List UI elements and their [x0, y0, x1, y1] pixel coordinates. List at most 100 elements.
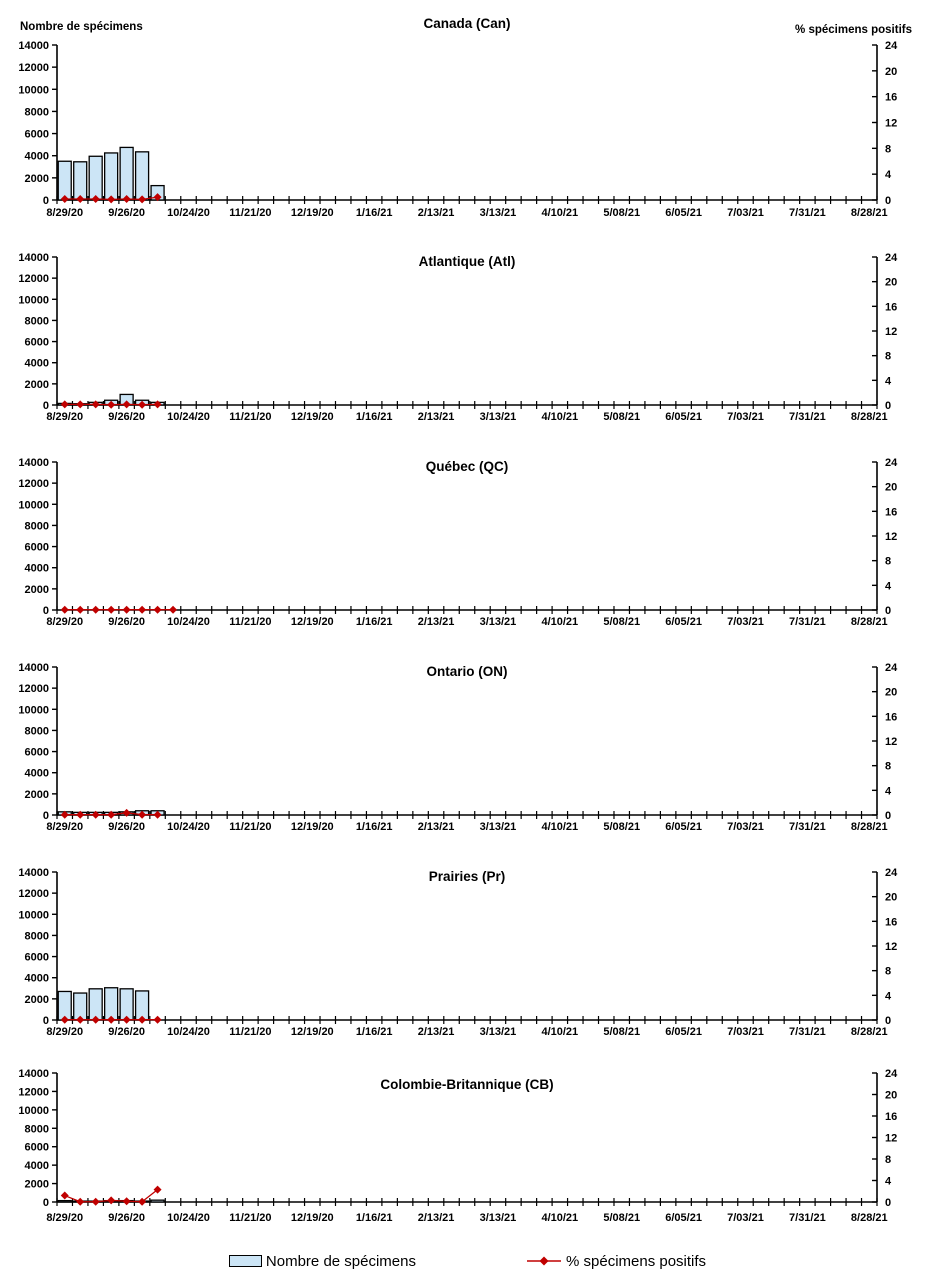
chart-legend: Nombre de spécimens % spécimens positifs — [0, 1236, 935, 1286]
y-left-tick-label: 2000 — [25, 379, 49, 391]
y-right-tick-label: 12 — [885, 736, 897, 748]
y-left-tick-label: 10000 — [18, 499, 49, 511]
specimen-bar — [89, 989, 102, 1020]
y-left-tick-label: 10000 — [18, 704, 49, 716]
x-tick-label: 5/08/21 — [603, 411, 640, 423]
y-left-tick-label: 6000 — [25, 747, 49, 759]
y-right-tick-label: 0 — [885, 195, 891, 207]
y-left-tick-label: 0 — [43, 1197, 49, 1209]
x-tick-label: 7/31/21 — [789, 1026, 826, 1038]
y-left-tick-label: 14000 — [18, 457, 49, 469]
specimen-bar — [151, 1200, 164, 1202]
y-left-tick-label: 2000 — [25, 994, 49, 1006]
x-tick-label: 10/24/20 — [167, 1212, 210, 1224]
specimen-bar — [120, 147, 133, 200]
specimen-bar — [58, 1201, 71, 1202]
x-tick-label: 5/08/21 — [603, 616, 640, 628]
x-tick-label: 2/13/21 — [418, 1212, 455, 1224]
panel-title: Ontario (ON) — [427, 664, 508, 679]
x-tick-label: 8/29/20 — [46, 1026, 83, 1038]
y-left-tick-label: 2000 — [25, 789, 49, 801]
y-left-tick-label: 12000 — [18, 62, 49, 74]
pct-positive-marker — [107, 606, 115, 614]
x-tick-label: 1/16/21 — [356, 821, 393, 833]
x-tick-label: 5/08/21 — [603, 821, 640, 833]
x-tick-label: 2/13/21 — [418, 821, 455, 833]
x-tick-label: 7/03/21 — [727, 821, 764, 833]
x-tick-label: 7/31/21 — [789, 1212, 826, 1224]
pct-line-diamond-swatch — [526, 1255, 562, 1267]
y-right-tick-label: 4 — [885, 1176, 892, 1188]
pct-positive-marker — [169, 606, 177, 614]
y-left-tick-label: 4000 — [25, 151, 49, 163]
y-right-tick-label: 20 — [885, 66, 897, 78]
y-left-axis-title: Nombre de spécimens — [20, 21, 143, 33]
x-tick-label: 5/08/21 — [603, 207, 640, 219]
y-right-tick-label: 24 — [885, 252, 898, 264]
x-tick-label: 8/29/20 — [46, 207, 83, 219]
y-right-tick-label: 20 — [885, 1090, 897, 1102]
y-left-tick-label: 10000 — [18, 909, 49, 921]
y-left-tick-label: 10000 — [18, 84, 49, 96]
y-right-tick-label: 16 — [885, 92, 897, 104]
x-tick-label: 8/29/20 — [46, 411, 83, 423]
x-tick-label: 4/10/21 — [541, 1212, 578, 1224]
y-right-tick-label: 20 — [885, 277, 897, 289]
pct-positive-marker — [107, 1196, 115, 1204]
x-tick-label: 6/05/21 — [665, 616, 702, 628]
x-tick-label: 12/19/20 — [291, 1212, 334, 1224]
y-left-tick-label: 10000 — [18, 1105, 49, 1117]
x-tick-label: 2/13/21 — [418, 616, 455, 628]
x-tick-label: 4/10/21 — [541, 411, 578, 423]
x-tick-label: 11/21/20 — [229, 207, 271, 219]
panel-title: Prairies (Pr) — [429, 869, 506, 884]
y-left-tick-label: 8000 — [25, 930, 49, 942]
x-tick-label: 12/19/20 — [291, 1026, 334, 1038]
panel-title: Atlantique (Atl) — [419, 254, 516, 269]
specimen-bar — [136, 152, 149, 200]
y-left-tick-label: 6000 — [25, 1142, 49, 1154]
y-right-tick-label: 12 — [885, 941, 897, 953]
legend-item-specimens: Nombre de spécimens — [229, 1253, 416, 1270]
y-right-tick-label: 8 — [885, 966, 891, 978]
y-left-tick-label: 14000 — [18, 662, 49, 674]
x-tick-label: 7/03/21 — [727, 207, 764, 219]
y-left-tick-label: 6000 — [25, 337, 49, 349]
x-tick-label: 9/26/20 — [108, 411, 145, 423]
x-tick-label: 1/16/21 — [356, 1212, 393, 1224]
y-right-tick-label: 20 — [885, 892, 897, 904]
y-left-tick-label: 4000 — [25, 563, 49, 575]
y-right-tick-label: 4 — [885, 580, 892, 592]
y-left-tick-label: 14000 — [18, 1068, 49, 1080]
y-right-tick-label: 24 — [885, 457, 898, 469]
y-right-tick-label: 12 — [885, 326, 897, 338]
pct-positive-marker — [76, 1198, 84, 1206]
y-left-tick-label: 8000 — [25, 315, 49, 327]
x-tick-label: 11/21/20 — [229, 821, 271, 833]
y-left-tick-label: 2000 — [25, 173, 49, 185]
y-right-tick-label: 12 — [885, 118, 897, 130]
x-tick-label: 10/24/20 — [167, 1026, 210, 1038]
pct-positive-marker — [154, 400, 162, 408]
x-tick-label: 3/13/21 — [480, 207, 517, 219]
pct-positive-marker — [138, 606, 146, 614]
y-left-tick-label: 12000 — [18, 888, 49, 900]
x-tick-label: 1/16/21 — [356, 207, 393, 219]
x-tick-label: 12/19/20 — [291, 411, 334, 423]
chart-svg: 0200040006000800010000120001400004812162… — [0, 0, 935, 228]
y-left-tick-label: 2000 — [25, 1179, 49, 1191]
pct-positive-marker — [76, 606, 84, 614]
y-right-tick-label: 16 — [885, 711, 897, 723]
x-tick-label: 6/05/21 — [665, 821, 702, 833]
y-right-tick-label: 12 — [885, 1133, 897, 1145]
pct-positive-marker — [61, 606, 69, 614]
y-left-tick-label: 4000 — [25, 1160, 49, 1172]
x-tick-label: 10/24/20 — [167, 616, 210, 628]
pct-positive-marker — [92, 606, 100, 614]
pct-positive-marker — [154, 606, 162, 614]
y-right-tick-label: 4 — [885, 990, 892, 1002]
